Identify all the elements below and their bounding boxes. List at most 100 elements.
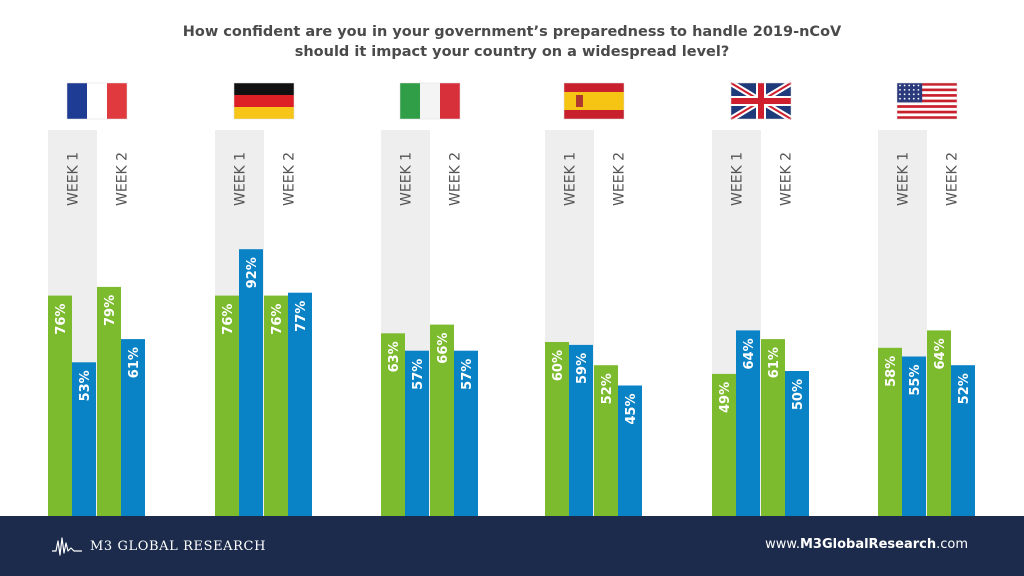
- germany-flag-icon: [233, 82, 295, 120]
- data-label: 63%: [387, 341, 402, 372]
- data-label: 61%: [767, 347, 782, 378]
- flag-star: [908, 97, 911, 100]
- flag-stripe: [234, 95, 294, 107]
- flag-star: [912, 97, 915, 100]
- week-label: WEEK 1: [66, 152, 82, 206]
- data-label: 59%: [575, 353, 590, 384]
- bar-blue: [785, 371, 809, 516]
- flag-stripe: [440, 83, 460, 119]
- flag-border: [66, 82, 128, 120]
- flag-star: [903, 89, 906, 91]
- flag-canton: [897, 83, 923, 103]
- flag-stripe: [897, 102, 957, 106]
- flag-border: [730, 82, 792, 120]
- flag-star: [899, 97, 901, 100]
- data-label: 53%: [78, 370, 93, 401]
- data-label: 61%: [127, 347, 142, 378]
- data-label: 76%: [221, 304, 236, 335]
- bar-blue: [569, 344, 593, 516]
- data-label: 92%: [245, 257, 260, 288]
- data-label: 77%: [294, 301, 309, 332]
- bar-blue: [72, 362, 96, 516]
- week-label: WEEK 1: [563, 152, 579, 206]
- bar-green: [761, 339, 785, 516]
- flag-star: [917, 84, 920, 87]
- flag-border: [896, 82, 958, 120]
- bar-green: [48, 295, 72, 516]
- brand-name: M3 GLOBAL RESEARCH: [90, 538, 267, 554]
- flag-stripe: [897, 88, 957, 92]
- data-label: 52%: [957, 373, 972, 404]
- bar-green: [264, 295, 288, 516]
- week-label: WEEK 2: [612, 152, 628, 206]
- flag-star: [912, 84, 915, 87]
- spain-flag-icon: [563, 82, 625, 120]
- flag-stripe: [87, 83, 107, 119]
- week-label: WEEK 2: [779, 152, 795, 206]
- flag-stripe: [400, 83, 420, 119]
- flag-stripe: [234, 83, 294, 95]
- flag-stripe: [897, 83, 957, 86]
- flag-stripe: [897, 105, 957, 108]
- usa-flag-icon: [896, 82, 958, 120]
- flag-star: [903, 93, 906, 96]
- bar-green: [594, 365, 618, 516]
- data-label: 52%: [600, 373, 615, 404]
- week-label: WEEK 2: [115, 152, 131, 206]
- flag-stripe: [897, 116, 957, 119]
- flag-star: [917, 97, 920, 100]
- flag-star: [903, 97, 906, 100]
- footer: M3 GLOBAL RESEARCH www.M3GlobalResearch.…: [0, 516, 1024, 576]
- data-label: 45%: [624, 394, 639, 425]
- data-label: 57%: [460, 359, 475, 390]
- week-label: WEEK 1: [730, 152, 746, 206]
- flag-stripe: [897, 85, 957, 89]
- data-label: 49%: [718, 382, 733, 413]
- flag-star: [917, 93, 920, 96]
- flag-star: [917, 89, 920, 91]
- bar-green: [430, 324, 454, 516]
- website-link[interactable]: www.M3GlobalResearch.com: [765, 537, 968, 552]
- flag-stripe: [897, 113, 957, 117]
- flag-star: [903, 84, 906, 87]
- bar-green: [381, 333, 405, 516]
- bar-blue: [121, 339, 145, 516]
- data-label: 64%: [742, 338, 757, 369]
- brand-logo[interactable]: M3 GLOBAL RESEARCH: [52, 534, 266, 558]
- flag-stripe: [897, 94, 957, 97]
- data-label: 76%: [270, 304, 285, 335]
- flag-emblem: [576, 95, 583, 107]
- data-label: 76%: [54, 304, 69, 335]
- data-label: 79%: [103, 295, 118, 326]
- flag-star: [899, 84, 901, 87]
- flag-star: [899, 89, 901, 91]
- uk-flag-icon: [729, 80, 793, 122]
- flag-border: [233, 82, 295, 120]
- bar-green: [215, 295, 239, 516]
- flag-stripe: [420, 83, 440, 119]
- week-label: WEEK 1: [896, 152, 912, 206]
- data-label: 57%: [411, 359, 426, 390]
- flag-star: [908, 93, 911, 96]
- chart-title: How confident are you in your government…: [0, 22, 1024, 62]
- data-label: 64%: [933, 338, 948, 369]
- flag-stripe: [897, 110, 957, 114]
- flag-cross-red: [731, 98, 791, 104]
- bar-blue: [736, 330, 760, 516]
- flag-stripe: [897, 107, 957, 111]
- week-label: WEEK 2: [448, 152, 464, 206]
- flag-star: [912, 93, 915, 96]
- flag-stripe: [107, 83, 127, 119]
- flag-border: [563, 82, 625, 120]
- flag-star: [908, 84, 911, 87]
- flag-stripe: [67, 83, 87, 119]
- flag-star: [908, 89, 911, 91]
- bar-blue: [454, 350, 478, 516]
- data-label: 50%: [791, 379, 806, 410]
- flag-stripe: [897, 91, 957, 95]
- website-prefix: www.: [765, 537, 800, 552]
- data-label: 58%: [884, 356, 899, 387]
- bar-chart: WEEK 1 WEEK 2 76% 53% 79% 61% WEEK 1 WEEK 2 76% 9…: [48, 80, 976, 516]
- flag-stripe: [564, 92, 624, 110]
- bar-green: [712, 373, 736, 516]
